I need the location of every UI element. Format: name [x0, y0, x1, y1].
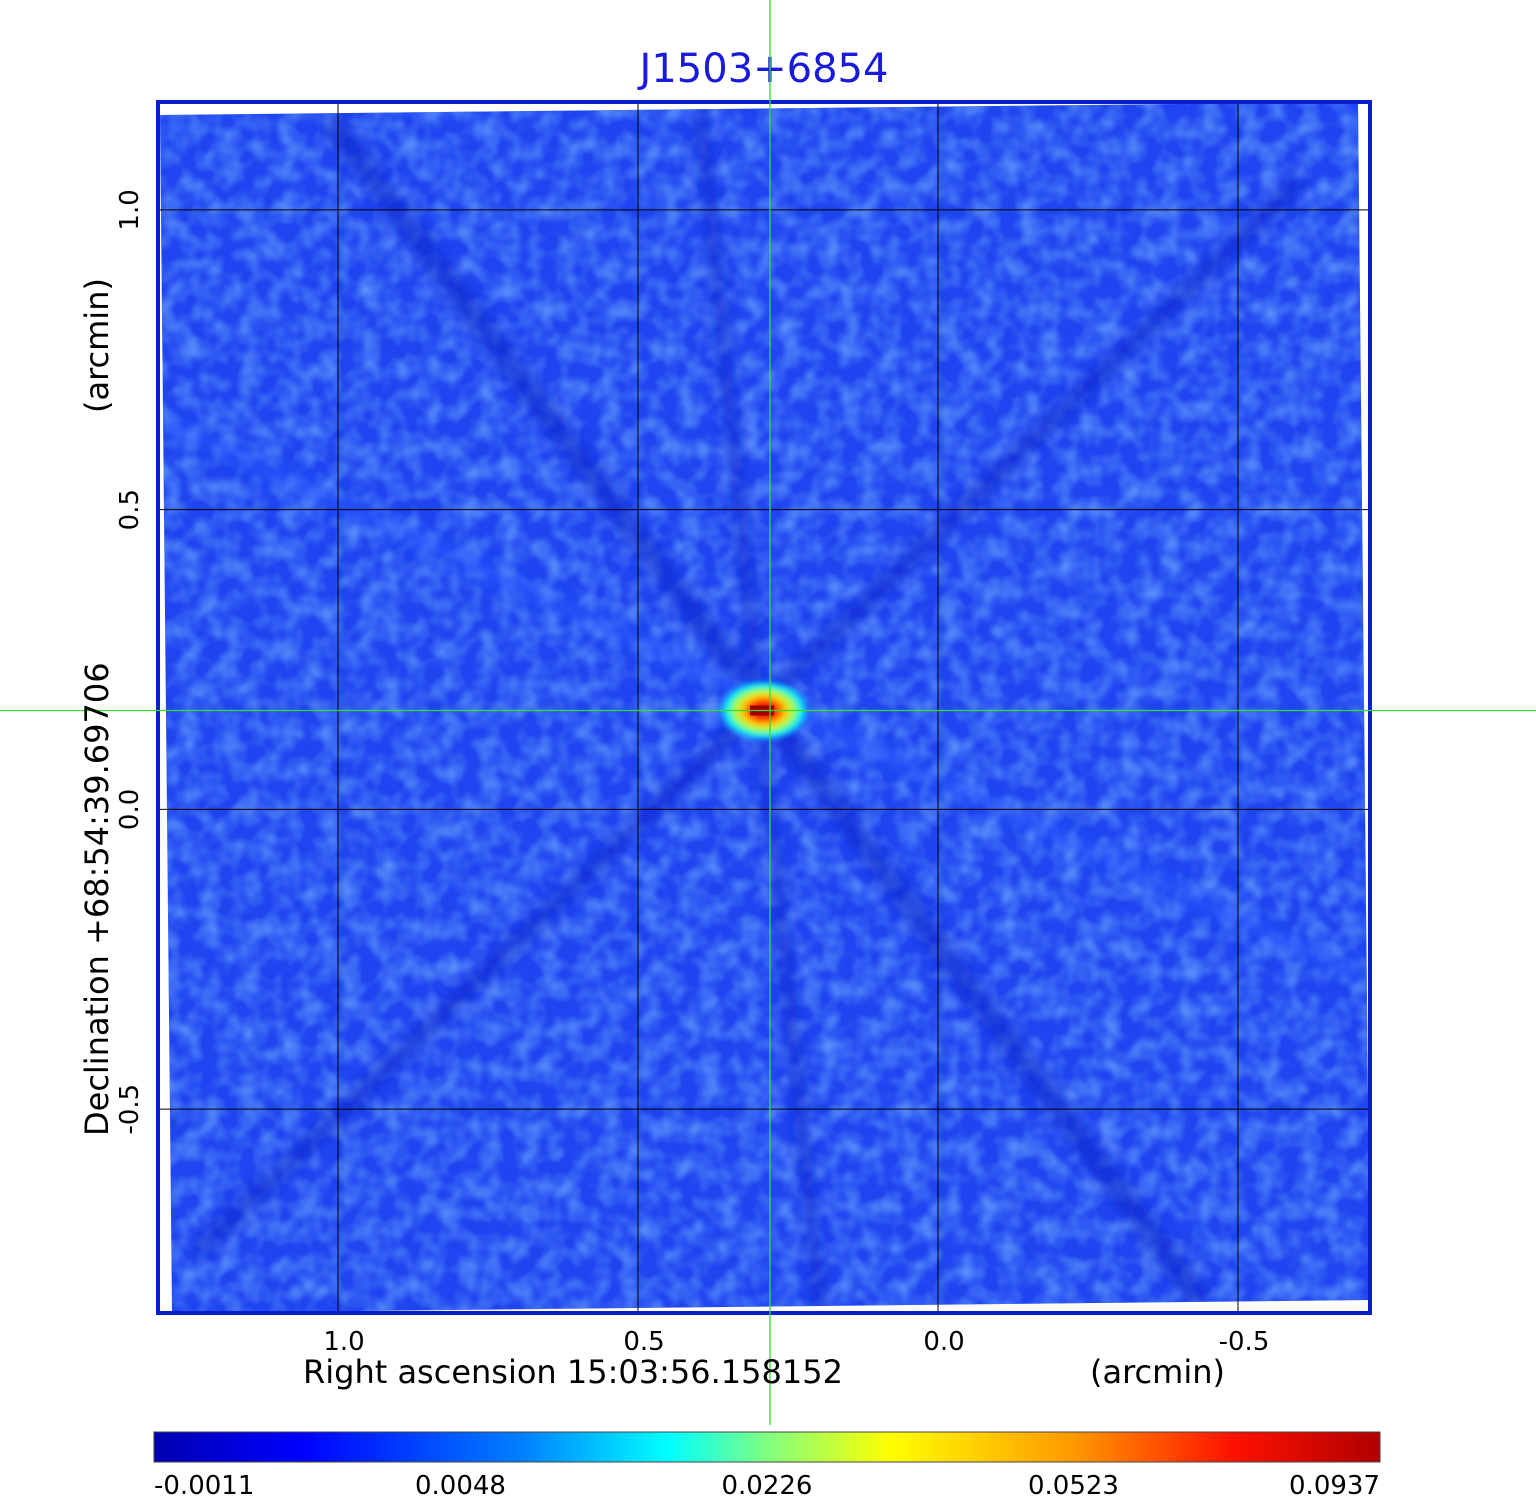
colorbar-tick-label: -0.0011 — [154, 1471, 254, 1500]
crosshair — [0, 0, 1536, 1425]
colorbar-tick-label: 0.0226 — [722, 1471, 813, 1500]
x-axis-unit: (arcmin) — [1090, 1353, 1225, 1391]
colorbar-tick-labels: -0.0011 0.0048 0.0226 0.0523 0.0937 — [154, 1471, 1380, 1500]
y-tick-label: -0.5 — [115, 1084, 145, 1135]
x-tick-label: -0.5 — [1219, 1327, 1270, 1357]
chart-title: J1503+6854 — [637, 46, 889, 92]
colorbar-tick-label: 0.0937 — [1289, 1471, 1380, 1500]
plot-frame — [156, 100, 1372, 1315]
colorbar-tick-label: 0.0523 — [1028, 1471, 1119, 1500]
y-axis-label: Declination +68:54:39.69706 — [78, 662, 116, 1136]
colorbar-tick-label: 0.0048 — [415, 1471, 506, 1500]
y-tick-labels: 1.0 0.5 0.0 -0.5 — [115, 189, 145, 1134]
coordinate-grid — [158, 102, 1370, 1313]
y-axis-unit: (arcmin) — [78, 278, 116, 413]
y-tick-label: 1.0 — [115, 189, 145, 230]
x-tick-labels: 1.0 0.5 0.0 -0.5 — [323, 1327, 1269, 1357]
x-tick-label: 0.0 — [923, 1327, 964, 1357]
colorbar: -0.0011 0.0048 0.0226 0.0523 0.0937 — [153, 1431, 1381, 1500]
y-tick-label: 0.5 — [115, 489, 145, 530]
x-tick-label: 1.0 — [323, 1327, 364, 1357]
x-axis-label: Right ascension 15:03:56.158152 — [303, 1353, 843, 1391]
x-tick-label: 0.5 — [623, 1327, 664, 1357]
y-tick-label: 0.0 — [115, 789, 145, 830]
colorbar-gradient — [153, 1431, 1381, 1463]
